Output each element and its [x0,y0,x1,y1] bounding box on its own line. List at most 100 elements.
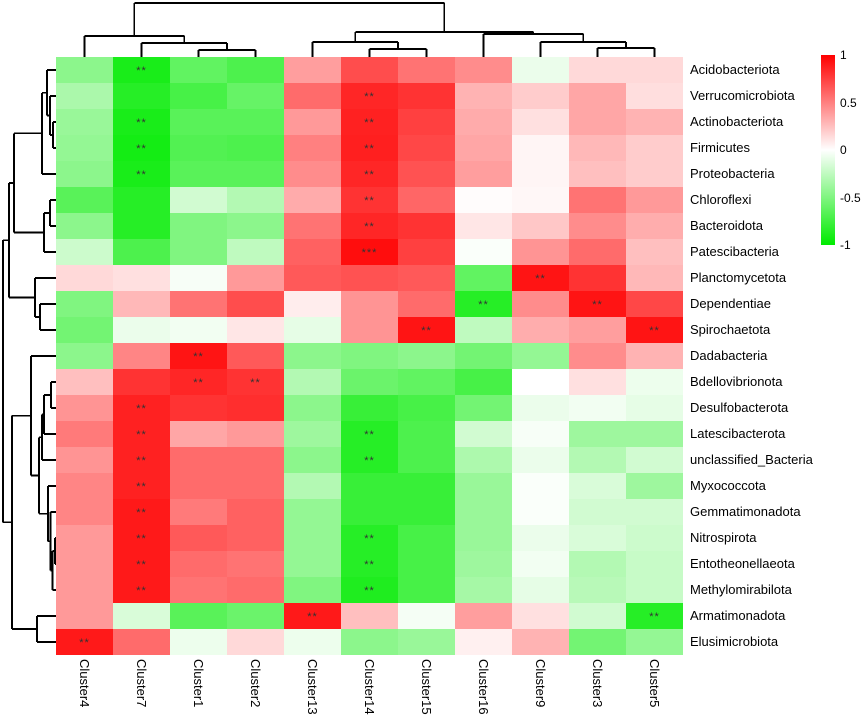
column-label: Cluster3 [590,659,605,708]
heatmap-cell [569,57,626,83]
heatmap-cell [455,161,512,187]
heatmap-cell [227,473,284,499]
heatmap-cell [626,291,683,317]
heatmap-cell [455,525,512,551]
heatmap-cell [569,421,626,447]
heatmap-cell [626,83,683,109]
heatmap-cell [512,161,569,187]
heatmap-cell [56,83,113,109]
heatmap-cell [113,603,170,629]
heatmap-cell [56,395,113,421]
heatmap-cell [227,447,284,473]
row-label: Dependentiae [690,296,771,311]
heatmap-cell: ** [113,551,170,577]
significance-stars: ** [136,507,147,519]
heatmap-cell [569,499,626,525]
heatmap-cell [512,83,569,109]
heatmap-cell [284,499,341,525]
heatmap-cell [227,629,284,655]
heatmap-cell [455,421,512,447]
heatmap-cell: ** [398,317,455,343]
heatmap-cell [227,317,284,343]
heatmap-cell [341,629,398,655]
heatmap-cell [56,317,113,343]
heatmap-cell: ** [341,109,398,135]
heatmap-cell [569,161,626,187]
heatmap-cell [455,213,512,239]
heatmap-cell [227,57,284,83]
heatmap-cell [170,603,227,629]
heatmap-cell [170,161,227,187]
column-labels: Cluster4 Cluster7 Cluster1 Cluster2 Cluster1… [56,659,683,722]
heatmap-cell [284,161,341,187]
row-label: Desulfobacterota [690,400,789,415]
significance-stars: ** [421,325,432,337]
heatmap-cell: ** [341,577,398,603]
column-label: Cluster7 [134,659,149,708]
heatmap-cell: ** [341,187,398,213]
heatmap-cell: ** [341,421,398,447]
row-label: Spirochaetota [690,322,771,337]
heatmap-cell [341,343,398,369]
significance-stars: ** [136,585,147,597]
heatmap-cell [398,577,455,603]
significance-stars: ** [478,299,489,311]
significance-stars: ** [364,91,375,103]
heatmap-cell [341,369,398,395]
heatmap-cell: ** [512,265,569,291]
heatmap-cell: ** [113,395,170,421]
heatmap-cell [284,213,341,239]
row-label: Firmicutes [690,140,750,155]
heatmap-cell [398,343,455,369]
heatmap-cell [569,473,626,499]
heatmap-cell [398,499,455,525]
significance-stars: ** [136,117,147,129]
heatmap-cell [398,135,455,161]
heatmap-cell [170,239,227,265]
heatmap-cell [56,239,113,265]
heatmap-cell [341,499,398,525]
heatmap-cell [398,447,455,473]
heatmap-cell [284,551,341,577]
significance-stars: ** [592,299,603,311]
heatmap-cell [56,213,113,239]
heatmap-cell [227,603,284,629]
heatmap-cell: ** [113,161,170,187]
column-label: Cluster15 [419,659,434,715]
row-label: Armatimonadota [690,608,786,623]
heatmap-cell [284,577,341,603]
row-label: Verrucomicrobiota [690,88,795,103]
heatmap-cell [227,265,284,291]
heatmap-cell [284,421,341,447]
heatmap-cell [455,265,512,291]
heatmap-cell [626,161,683,187]
heatmap-cell [569,577,626,603]
heatmap-cell [512,525,569,551]
heatmap-cell [284,395,341,421]
heatmap-cell [341,57,398,83]
heatmap-cell: ** [626,317,683,343]
heatmap-cell [398,161,455,187]
heatmap-cell [170,317,227,343]
heatmap-cell [569,135,626,161]
significance-stars: ** [136,429,147,441]
heatmap-cell [626,499,683,525]
heatmap-cell [341,603,398,629]
heatmap-cell [113,629,170,655]
heatmap-cell [56,161,113,187]
significance-stars: ** [136,455,147,467]
row-label: Acidobacteriota [690,62,780,77]
heatmap-cell [398,525,455,551]
heatmap-cell [227,577,284,603]
heatmap-cell [398,239,455,265]
heatmap-cell [512,291,569,317]
row-label: Latescibacterota [690,426,786,441]
heatmap-cell: ** [56,629,113,655]
heatmap-cell: ** [341,551,398,577]
heatmap-cell [455,473,512,499]
heatmap-cell: ** [569,291,626,317]
heatmap-cell [170,213,227,239]
heatmap-cell [398,83,455,109]
heatmap-cell [455,57,512,83]
column-label: Cluster5 [647,659,662,708]
